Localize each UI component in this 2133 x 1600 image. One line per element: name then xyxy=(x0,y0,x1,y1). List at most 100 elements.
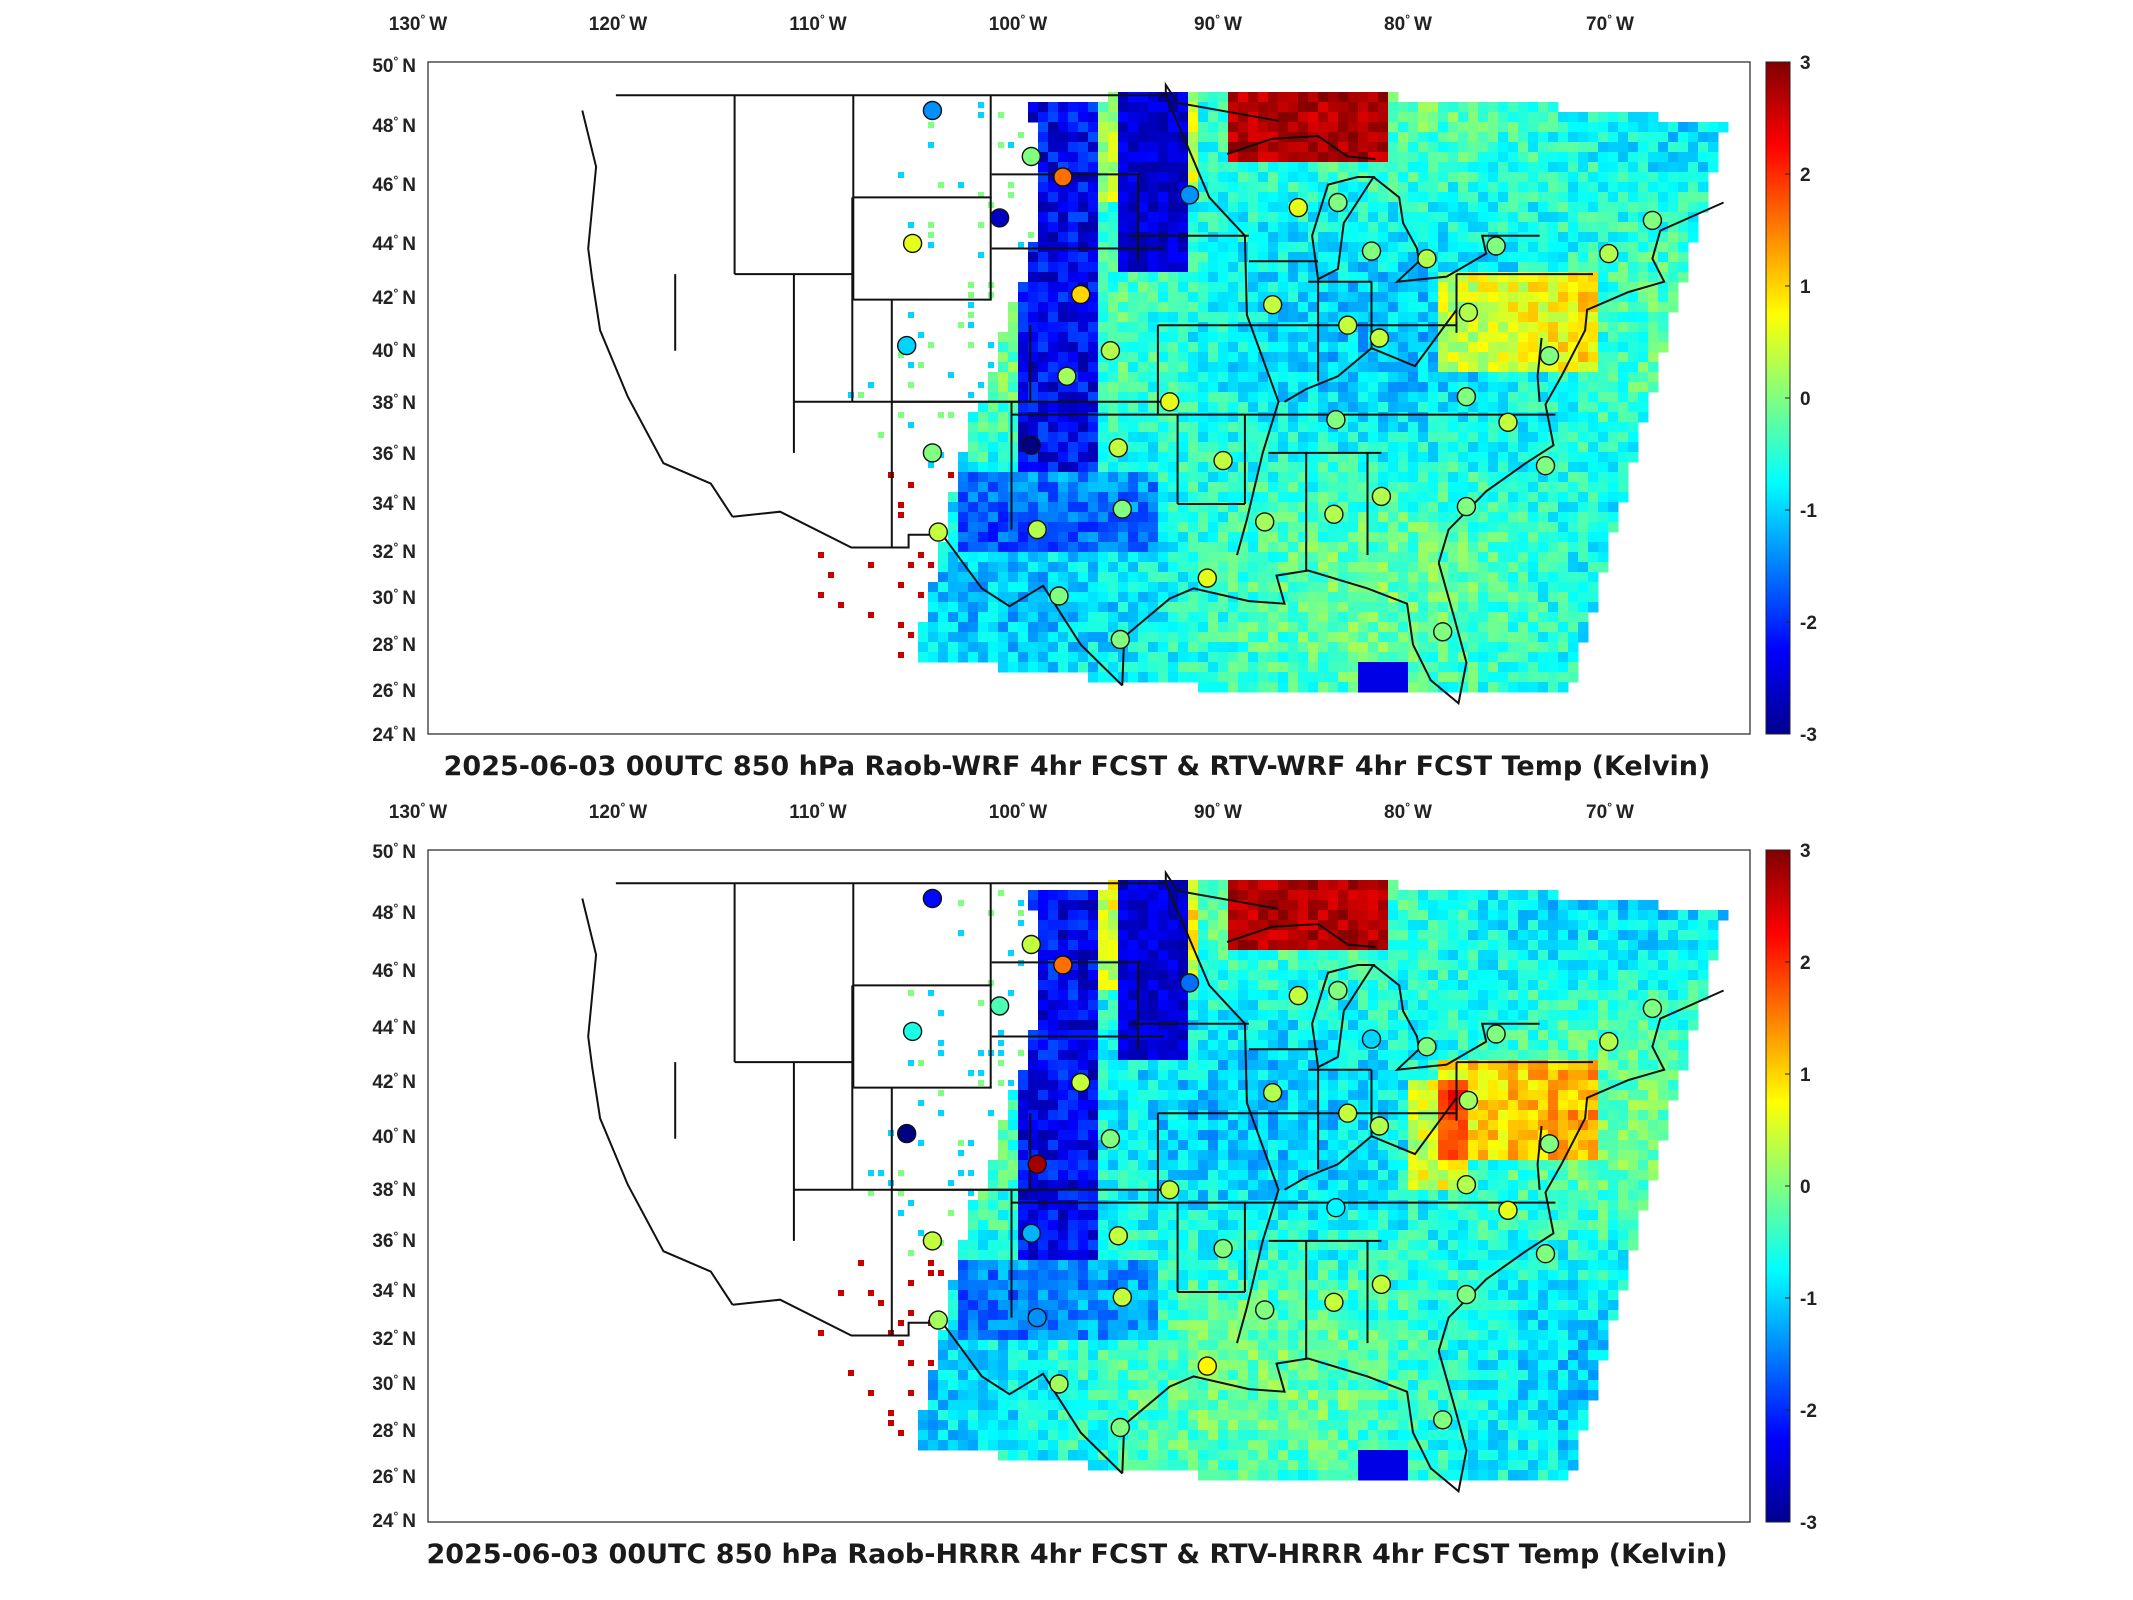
raob-station-marker xyxy=(1021,934,1042,955)
raob-station-marker xyxy=(1288,985,1309,1006)
raob-station-marker xyxy=(928,1310,948,1330)
raob-station-marker xyxy=(1112,1287,1133,1307)
raob-station-marker xyxy=(1326,1197,1346,1218)
lon-axis-bottom: 130° W 120° W 110° W 100° W 90° W 80° W 70° W xyxy=(389,800,1634,823)
raob-station-marker xyxy=(1456,496,1477,517)
raob-station-marker xyxy=(1110,629,1131,650)
raob-station-marker xyxy=(1486,236,1506,256)
lat-tick-label: 38° N xyxy=(372,1178,416,1201)
lat-tick-label: 32° N xyxy=(372,540,416,563)
raob-station-marker xyxy=(1432,1410,1453,1430)
raob-station-marker xyxy=(1642,210,1663,231)
lon-tick-label: 80° W xyxy=(1384,800,1432,823)
map-frame-top xyxy=(427,61,1751,735)
lon-tick-label: 110° W xyxy=(789,800,846,823)
raob-station-marker xyxy=(1361,1029,1382,1049)
raob-station-marker xyxy=(1159,1180,1180,1200)
raob-station-marker xyxy=(897,1123,917,1144)
raob-station-marker xyxy=(1159,392,1180,412)
map-area-bottom xyxy=(428,850,1750,1522)
raob-station-marker xyxy=(1535,456,1556,476)
lon-tick-label: 130° W xyxy=(389,800,448,823)
raob-station-marker xyxy=(1053,955,1073,975)
raob-station-marker xyxy=(1262,1082,1283,1103)
raob-station-marker xyxy=(1326,410,1346,430)
raob-station-marker xyxy=(1539,1134,1560,1154)
raob-station-marker xyxy=(1417,1036,1437,1057)
raob-station-marker xyxy=(1262,295,1283,315)
lat-tick-label: 44° N xyxy=(372,232,416,255)
raob-station-marker xyxy=(922,1231,943,1251)
raob-station-marker xyxy=(1456,1284,1477,1305)
state-boundaries-bottom xyxy=(581,869,1725,1494)
raob-station-marker xyxy=(1458,1090,1479,1111)
raob-station-marker xyxy=(1108,1226,1129,1246)
raob-station-marker xyxy=(1458,302,1479,323)
raob-station-marker xyxy=(902,233,923,254)
raob-station-marker xyxy=(928,522,948,542)
raob-station-marker xyxy=(1027,1154,1047,1175)
lon-axis-top: 130° W 120° W 110° W 100° W 90° W 80° W 70° W xyxy=(389,12,1634,35)
lon-tick-label: 90° W xyxy=(1194,12,1242,35)
lat-tick-label: 24° N xyxy=(372,723,416,746)
raob-station-marker xyxy=(1642,998,1663,1019)
raob-station-marker xyxy=(1179,973,1200,993)
raob-station-marker xyxy=(1328,192,1348,213)
map-area-top xyxy=(428,62,1750,734)
colorbar-tick-label: -3 xyxy=(1800,1513,1817,1534)
raob-station-marker xyxy=(1324,504,1344,524)
lat-tick-label: 38° N xyxy=(372,391,416,414)
raob-station-marker xyxy=(1100,341,1121,361)
panel-title-bottom: 2025-06-03 00UTC 850 hPa Raob-HRRR 4hr F… xyxy=(426,1539,1727,1570)
lat-tick-label: 40° N xyxy=(372,339,416,362)
raob-station-marker xyxy=(1254,1300,1275,1320)
colorbar-tick-label: 3 xyxy=(1800,53,1811,74)
raob-station-marker xyxy=(1027,1307,1047,1328)
raob-station-marker xyxy=(1432,622,1453,642)
raob-station-marker xyxy=(1456,1174,1477,1195)
raob-station-marker xyxy=(1254,512,1275,532)
lat-tick-label: 50° N xyxy=(372,54,416,77)
raob-station-marker xyxy=(1179,185,1200,205)
raob-station-marker xyxy=(1288,197,1309,218)
lon-tick-label: 100° W xyxy=(989,800,1048,823)
raob-station-marker xyxy=(1337,1103,1358,1123)
lat-tick-label: 28° N xyxy=(372,633,416,656)
raob-station-marker xyxy=(1498,412,1518,432)
lon-tick-label: 120° W xyxy=(589,12,648,35)
raob-station-marker xyxy=(902,1021,923,1042)
lat-tick-label: 46° N xyxy=(372,959,416,982)
raob-station-marker xyxy=(1371,1274,1392,1295)
raob-station-marker xyxy=(1337,315,1358,335)
panel-bottom: 130° W 120° W 110° W 100° W 90° W 80° W 70° W 50° N 48°… xyxy=(372,800,1817,1570)
raob-station-marker xyxy=(1486,1024,1506,1044)
panel-title-top: 2025-06-03 00UTC 850 hPa Raob-WRF 4hr FC… xyxy=(444,751,1711,782)
raob-station-marker xyxy=(1027,519,1047,540)
raob-station-marker xyxy=(1213,450,1233,471)
raob-stations-bottom xyxy=(897,888,1663,1438)
raob-station-marker xyxy=(922,443,943,463)
raob-station-marker xyxy=(989,208,1010,228)
colorbar-tick-label: 0 xyxy=(1800,1177,1811,1198)
lat-tick-label: 42° N xyxy=(372,286,416,309)
raob-station-marker xyxy=(1049,1374,1069,1394)
raob-stations-top xyxy=(897,100,1663,650)
raob-station-marker xyxy=(1361,241,1382,261)
colorbar-tick-label: 2 xyxy=(1800,953,1811,974)
raob-station-marker xyxy=(897,335,917,356)
lat-tick-label: 36° N xyxy=(372,1229,416,1252)
raob-station-marker xyxy=(1100,1128,1121,1149)
lon-tick-label: 70° W xyxy=(1586,12,1634,35)
colorbar-tick-label: 0 xyxy=(1800,389,1811,410)
raob-station-marker xyxy=(1328,980,1348,1001)
colorbar-tick-label: -1 xyxy=(1800,501,1817,522)
lat-tick-label: 36° N xyxy=(372,442,416,465)
state-boundaries-top xyxy=(581,81,1725,706)
lat-tick-label: 46° N xyxy=(372,173,416,196)
lat-tick-label: 42° N xyxy=(372,1070,416,1093)
lat-tick-label: 48° N xyxy=(372,114,416,137)
lat-tick-label: 44° N xyxy=(372,1016,416,1039)
raob-station-marker xyxy=(1021,1223,1042,1244)
lat-tick-label: 32° N xyxy=(372,1327,416,1350)
lat-tick-label: 40° N xyxy=(372,1125,416,1148)
